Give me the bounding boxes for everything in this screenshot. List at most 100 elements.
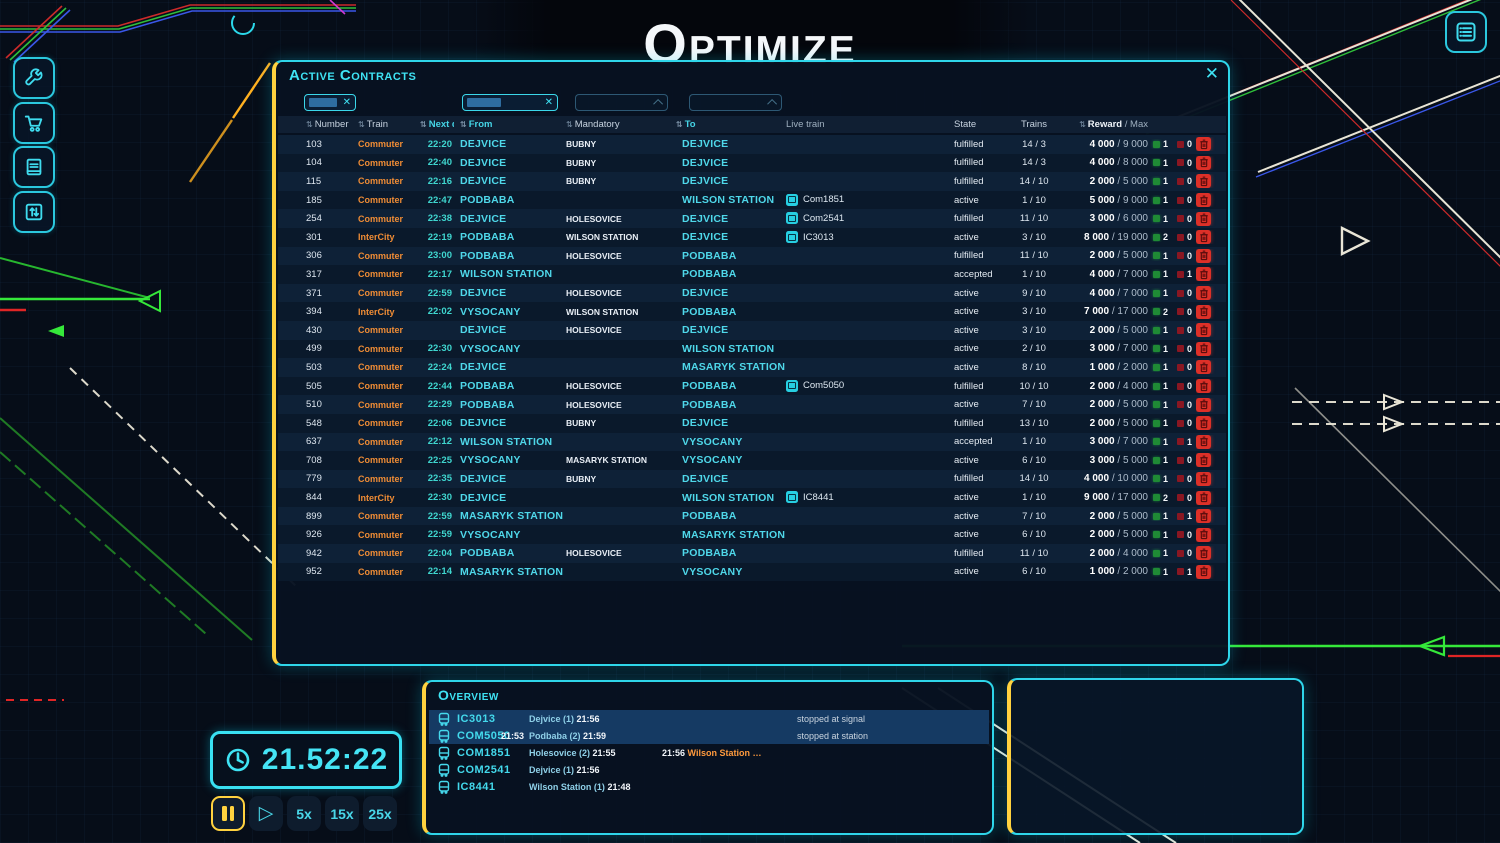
delete-contract-button[interactable]: [1196, 434, 1211, 449]
delete-contract-button[interactable]: [1196, 323, 1211, 338]
contract-number: 926: [306, 529, 322, 541]
delete-contract-button[interactable]: [1196, 267, 1211, 282]
contract-row[interactable]: 301 InterCity 22:19 PODBABA WILSON STATI…: [278, 227, 1226, 247]
col-header-trains[interactable]: Trains: [1020, 119, 1048, 130]
delete-contract-button[interactable]: [1196, 230, 1211, 245]
contract-row[interactable]: 104 Commuter 22:40 DEJVICE BUBNY DEJVICE…: [278, 153, 1226, 173]
col-header-number[interactable]: ⇅ Number: [306, 119, 349, 130]
schedule-settings-button[interactable]: [13, 191, 55, 233]
contract-row[interactable]: 103 Commuter 22:20 DEJVICE BUBNY DEJVICE…: [278, 135, 1226, 154]
contract-row[interactable]: 371 Commuter 22:59 DEJVICE HOLESOVICE DE…: [278, 283, 1226, 303]
filter-mandatory-select[interactable]: [575, 94, 668, 111]
contract-mandatory-station: HOLESOVICE: [566, 250, 622, 261]
delete-contract-button[interactable]: [1196, 193, 1211, 208]
delete-contract-button[interactable]: [1196, 509, 1211, 524]
delete-contract-button[interactable]: [1196, 360, 1211, 375]
overview-row[interactable]: IC8441 Wilson Station (1) 21:48: [429, 778, 989, 795]
contract-green-counter: 1: [1148, 381, 1172, 391]
contract-number: 899: [306, 510, 322, 522]
contract-train-type: Commuter: [358, 362, 404, 373]
delete-contract-button[interactable]: [1196, 304, 1211, 319]
delete-contract-button[interactable]: [1196, 137, 1211, 152]
red-square-icon: [1176, 531, 1184, 539]
col-header-to[interactable]: ⇅ To: [676, 119, 696, 130]
contract-row[interactable]: 430 Commuter DEJVICE HOLESOVICE DEJVICE …: [278, 320, 1226, 340]
contract-row[interactable]: 899 Commuter 22:59 MASARYK STATION PODBA…: [278, 506, 1226, 526]
overview-status: stopped at signal: [797, 713, 866, 724]
overview-row[interactable]: COM2541 Dejvice (1) 21:56: [429, 761, 989, 778]
delete-contract-button[interactable]: [1196, 248, 1211, 263]
contracts-book-button[interactable]: [13, 146, 55, 188]
contract-row[interactable]: 708 Commuter 22:25 VYSOCANY MASARYK STAT…: [278, 451, 1226, 470]
delete-contract-button[interactable]: [1196, 341, 1211, 356]
contract-red-counter: 0: [1172, 214, 1196, 224]
contract-to-station: PODBABA: [682, 547, 737, 560]
contract-row[interactable]: 510 Commuter 22:29 PODBABA HOLESOVICE PO…: [278, 395, 1226, 414]
contract-row[interactable]: 779 Commuter 22:35 DEJVICE BUBNY DEJVICE…: [278, 469, 1226, 489]
delete-contract-button[interactable]: [1196, 490, 1211, 505]
contract-row[interactable]: 505 Commuter 22:44 PODBABA HOLESOVICE PO…: [278, 376, 1226, 396]
pause-button[interactable]: [211, 796, 245, 831]
clear-filter-icon[interactable]: ✕: [342, 96, 351, 108]
filter-to-select[interactable]: [689, 94, 782, 111]
red-square-icon: [1176, 177, 1184, 185]
contract-red-counter: 0: [1172, 158, 1196, 168]
contract-train-type: InterCity: [358, 306, 395, 317]
contract-row[interactable]: 254 Commuter 22:38 DEJVICE HOLESOVICE DE…: [278, 209, 1226, 228]
contract-row[interactable]: 499 Commuter 22:30 VYSOCANY WILSON STATI…: [278, 339, 1226, 359]
train-list-button[interactable]: [1445, 11, 1487, 53]
contract-reward: 4 000 / 8 000: [1089, 157, 1148, 169]
contract-row[interactable]: 952 Commuter 22:14 MASARYK STATION VYSOC…: [278, 562, 1226, 582]
overview-row[interactable]: IC3013 Dejvice (1) 21:56 stopped at sign…: [429, 710, 989, 727]
filter-number-input[interactable]: ✕: [304, 94, 356, 111]
delete-contract-button[interactable]: [1196, 397, 1211, 412]
speed-15x-button[interactable]: 15x: [325, 796, 359, 831]
delete-contract-button[interactable]: [1196, 379, 1211, 394]
delete-contract-button[interactable]: [1196, 453, 1211, 468]
contract-row[interactable]: 844 InterCity 22:30 DEJVICE WILSON STATI…: [278, 488, 1226, 507]
col-header-from[interactable]: ⇅ From: [460, 119, 493, 130]
delete-contract-button[interactable]: [1196, 564, 1211, 579]
delete-contract-button[interactable]: [1196, 286, 1211, 301]
build-tools-button[interactable]: [13, 57, 55, 99]
trash-icon: [1199, 343, 1208, 354]
contract-train-type: Commuter: [358, 288, 404, 299]
contract-next-due: 22:47: [427, 194, 452, 206]
contract-to-station: DEJVICE: [682, 156, 729, 169]
play-button[interactable]: ▷: [249, 796, 283, 831]
shop-button[interactable]: [13, 102, 55, 144]
delete-contract-button[interactable]: [1196, 471, 1211, 486]
contract-red-counter: 0: [1172, 400, 1196, 410]
overview-row[interactable]: COM5050 21:53 Podbaba (2) 21:59 stopped …: [429, 727, 989, 744]
delete-contract-button[interactable]: [1196, 546, 1211, 561]
contract-row[interactable]: 185 Commuter 22:47 PODBABA WILSON STATIO…: [278, 190, 1226, 210]
delete-contract-button[interactable]: [1196, 527, 1211, 542]
col-header-mandatory[interactable]: ⇅ Mandatory: [566, 119, 620, 130]
overview-row[interactable]: COM1851 Holesovice (2) 21:55 21:56 Wilso…: [429, 744, 989, 761]
contract-row[interactable]: 637 Commuter 22:12 WILSON STATION VYSOCA…: [278, 432, 1226, 452]
delete-contract-button[interactable]: [1196, 174, 1211, 189]
contract-row[interactable]: 317 Commuter 22:17 WILSON STATION PODBAB…: [278, 265, 1226, 284]
delete-contract-button[interactable]: [1196, 416, 1211, 431]
close-icon[interactable]: ✕: [1204, 64, 1219, 83]
speed-25x-button[interactable]: 25x: [363, 796, 397, 831]
contract-trains-count: 3 / 10: [1022, 231, 1046, 243]
contract-row[interactable]: 503 Commuter 22:24 DEJVICE MASARYK STATI…: [278, 358, 1226, 377]
contract-row[interactable]: 115 Commuter 22:16 DEJVICE BUBNY DEJVICE…: [278, 172, 1226, 191]
contract-row[interactable]: 394 InterCity 22:02 VYSOCANY WILSON STAT…: [278, 302, 1226, 321]
contract-from-station: DEJVICE: [460, 324, 507, 337]
trash-icon: [1199, 232, 1208, 242]
clear-filter-icon[interactable]: ✕: [544, 96, 553, 108]
col-header-state[interactable]: State: [954, 119, 977, 130]
filter-from-input[interactable]: ✕: [462, 94, 558, 111]
contract-row[interactable]: 306 Commuter 23:00 PODBABA HOLESOVICE PO…: [278, 246, 1226, 266]
contract-row[interactable]: 942 Commuter 22:04 PODBABA HOLESOVICE PO…: [278, 544, 1226, 563]
delete-contract-button[interactable]: [1196, 211, 1211, 226]
col-header-train[interactable]: ⇅ Train: [358, 119, 388, 130]
col-header-next-due[interactable]: ⇅Next due: [420, 119, 454, 130]
col-header-reward[interactable]: ⇅ Reward / Max: [1079, 119, 1148, 130]
contract-row[interactable]: 548 Commuter 22:06 DEJVICE BUBNY DEJVICE…: [278, 413, 1226, 433]
delete-contract-button[interactable]: [1196, 155, 1211, 170]
speed-5x-button[interactable]: 5x: [287, 796, 321, 831]
contract-row[interactable]: 926 Commuter 22:59 VYSOCANY MASARYK STAT…: [278, 525, 1226, 545]
